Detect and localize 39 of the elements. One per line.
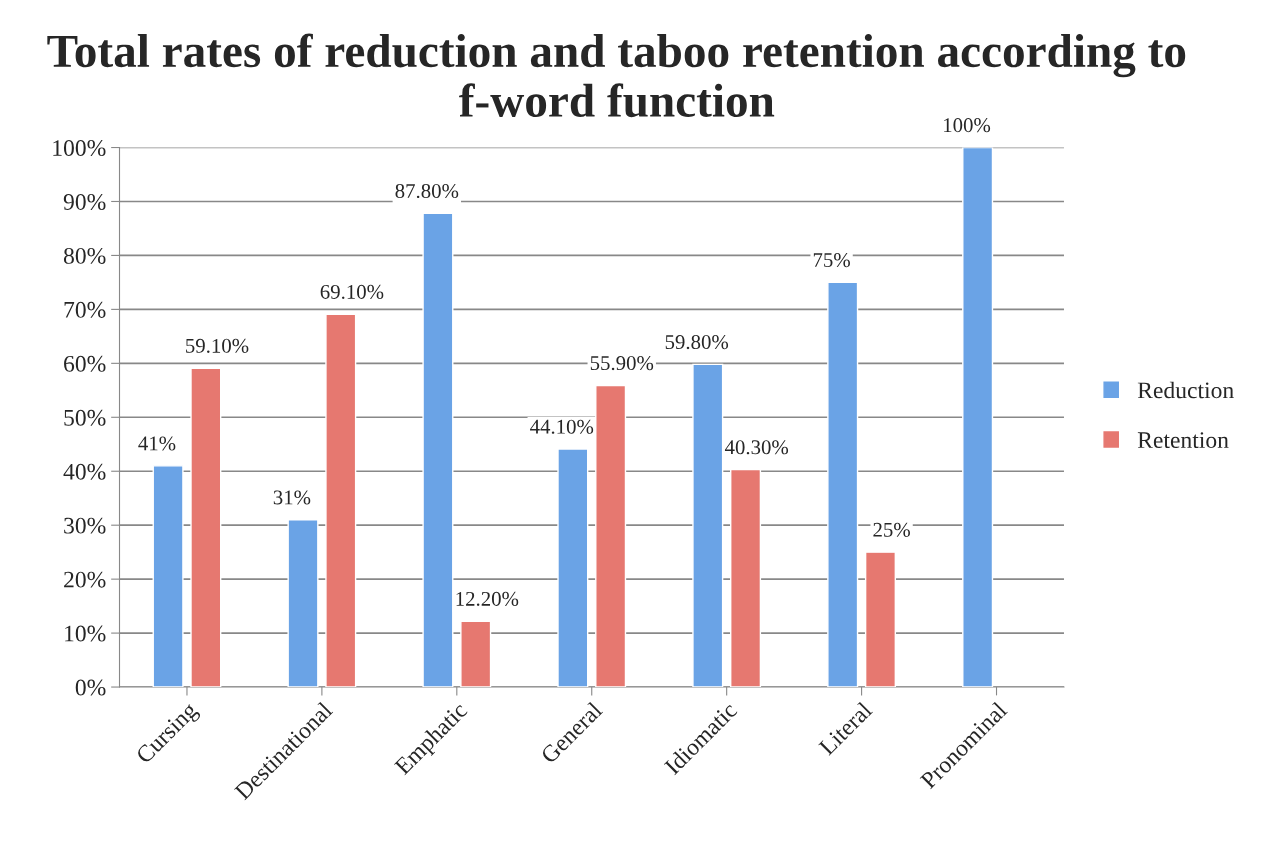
bar: [287, 519, 319, 688]
data-label: 55.90%: [590, 356, 654, 371]
y-tick-label: 100%: [53, 140, 106, 157]
y-tick-label: 20%: [64, 571, 106, 588]
data-label: 12.20%: [456, 591, 519, 606]
data-label: 75%: [813, 253, 850, 268]
bar: [422, 212, 454, 688]
data-label: 100%: [944, 118, 991, 133]
data-label: 25%: [873, 522, 910, 537]
data-label: 69.10%: [320, 284, 384, 299]
y-tick-label: 40%: [63, 463, 106, 480]
bar: [692, 363, 724, 688]
data-label: 41%: [138, 436, 176, 451]
bar: [557, 448, 589, 688]
y-tick-label: 50%: [64, 409, 106, 426]
bar: [864, 551, 897, 688]
data-label: 40.30%: [724, 440, 789, 455]
y-tick-label: 10%: [65, 625, 106, 642]
data-label: 59.10%: [186, 338, 249, 353]
y-tick-label: 0%: [75, 679, 106, 696]
data-label: 44.10%: [530, 419, 594, 434]
bar: [190, 367, 222, 688]
bar: [827, 281, 859, 688]
bar: [730, 468, 762, 688]
legend-label: Reduction: [1137, 381, 1234, 399]
y-tick-label: 30%: [64, 517, 106, 534]
chart-title: Total rates of reduction and taboo retention according to f-word function: [47, 33, 1186, 118]
bar: [460, 620, 492, 688]
bar: [152, 465, 184, 688]
data-label: 31%: [273, 490, 311, 505]
y-tick-label: 60%: [64, 355, 106, 372]
legend-label: Retention: [1137, 432, 1229, 449]
data-label: 87.80%: [395, 183, 459, 199]
y-tick-label: 90%: [63, 193, 106, 210]
bar: [962, 147, 994, 688]
bar: [325, 313, 357, 688]
y-tick-label: 80%: [63, 247, 106, 264]
data-label: 59.80%: [665, 335, 729, 350]
y-tick-label: 70%: [64, 301, 106, 318]
